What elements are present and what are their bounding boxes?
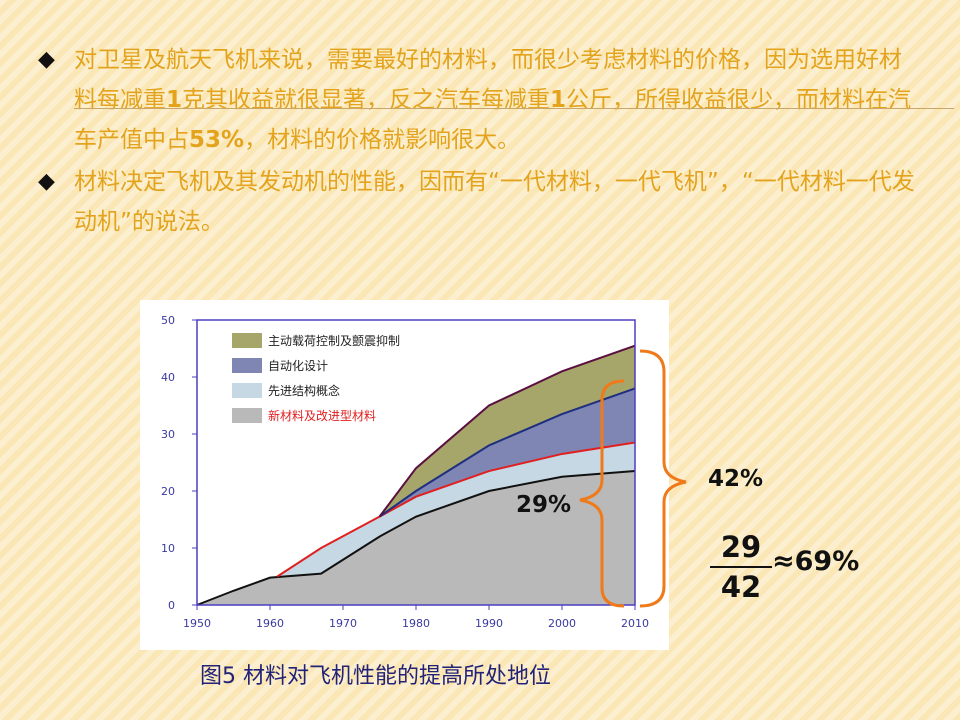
slide-text: ◆ 对卫星及航天飞机来说，需要最好的材料，而很少考虑材料的价格，因为选用好材料每… <box>36 40 916 244</box>
y-tick-label: 20 <box>161 485 175 498</box>
series-line-1 <box>276 441 636 578</box>
x-tick-label: 2000 <box>548 617 576 630</box>
x-tick-label: 1950 <box>183 617 211 630</box>
bullet-1: ◆ 对卫星及航天飞机来说，需要最好的材料，而很少考虑材料的价格，因为选用好材料每… <box>36 40 916 160</box>
series-line-3 <box>378 344 636 518</box>
material-percent-label: 29% <box>516 492 572 518</box>
fraction-denominator: 42 <box>720 570 762 604</box>
bullet-1-bold-b: 1 <box>550 87 567 113</box>
stacked-area-chart: 1950 1960 1970 1980 1990 2000 201001020304050 … <box>161 314 649 630</box>
legend-swatch <box>232 358 262 373</box>
y-tick-label: 30 <box>161 428 175 441</box>
diamond-bullet-icon: ◆ <box>38 169 55 194</box>
bullet-2: ◆ 材料决定飞机及其发动机的性能，因而有“一代材料，一代飞机”，“一代材料一代发… <box>36 162 916 242</box>
fraction: 29 42 <box>706 530 776 604</box>
legend-swatch <box>232 408 262 423</box>
y-tick-label: 40 <box>161 371 175 384</box>
legend-swatch <box>232 383 262 398</box>
x-tick-label: 1960 <box>256 617 284 630</box>
total-percent-label: 42% <box>708 466 764 492</box>
bullet-1-text-d: ，材料的价格就影响很大。 <box>244 127 521 153</box>
series-line-0 <box>196 470 636 606</box>
y-tick-label: 0 <box>168 599 175 612</box>
bullet-1-text-a: 对卫星及航天飞机来说，需要最好的材料，而很少考虑材料的价格，因为选用好材料每减重 <box>74 47 902 113</box>
figure-caption: 图5 材料对飞机性能的提高所处地位 <box>200 664 551 689</box>
fraction-bar <box>710 566 772 568</box>
y-tick-label: 10 <box>161 542 175 555</box>
legend-label: 先进结构概念 <box>268 383 340 398</box>
approx-result: ≈69% <box>772 546 860 577</box>
area-series-2 <box>379 388 635 517</box>
x-tick-label: 1980 <box>402 617 430 630</box>
divider-line <box>74 108 954 109</box>
bullet-1-bold-c: 53% <box>189 127 245 153</box>
legend-label: 自动化设计 <box>268 359 328 373</box>
legend-label: 新材料及改进型材料 <box>268 408 376 423</box>
x-tick-label: 2010 <box>621 617 649 630</box>
bullet-1-text-b: 克其收益就很显著，反之汽车每减重 <box>182 87 551 113</box>
area-series-3 <box>379 345 635 517</box>
area-series-1 <box>277 442 635 578</box>
chart-box: 1950 1960 1970 1980 1990 2000 2010 0 10 20 30 40 50 … <box>140 300 669 650</box>
area-series-0 <box>197 471 635 605</box>
fraction-numerator: 29 <box>720 530 762 564</box>
y-tick-label: 50 <box>161 314 175 327</box>
bullet-2-text: 材料决定飞机及其发动机的性能，因而有“一代材料，一代飞机”，“一代材料一代发动机… <box>74 169 915 235</box>
diamond-bullet-icon: ◆ <box>38 47 55 72</box>
x-tick-label: 1970 <box>329 617 357 630</box>
legend-swatch <box>232 333 262 348</box>
bullet-1-bold-a: 1 <box>166 87 183 113</box>
x-tick-label: 1990 <box>475 617 503 630</box>
legend-label: 主动载荷控制及颤震抑制 <box>268 333 400 348</box>
